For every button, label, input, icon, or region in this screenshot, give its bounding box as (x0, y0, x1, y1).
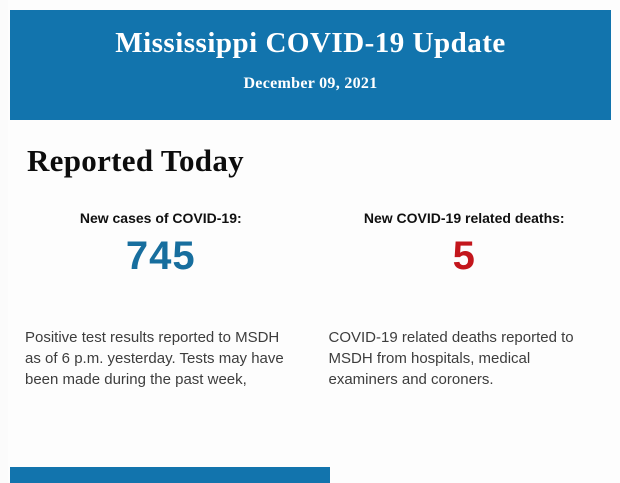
left-edge-shade (0, 0, 8, 483)
next-section-partial-bar (10, 467, 330, 483)
stat-column-new-deaths: New COVID-19 related deaths: 5 COVID-19 … (329, 210, 601, 390)
new-deaths-value: 5 (452, 234, 476, 278)
new-cases-value: 745 (125, 234, 196, 278)
header-banner: Mississippi COVID-19 Update December 09,… (10, 10, 611, 120)
report-date: December 09, 2021 (243, 75, 378, 92)
section-title: Reported Today (27, 143, 244, 178)
stats-grid: New cases of COVID-19: 745 Positive test… (25, 210, 600, 390)
page-title: Mississippi COVID-19 Update (115, 27, 506, 59)
new-deaths-label: New COVID-19 related deaths: (363, 210, 565, 226)
new-cases-description: Positive test results reported to MSDH a… (25, 329, 284, 388)
new-cases-label: New cases of COVID-19: (79, 210, 242, 226)
stat-column-new-cases: New cases of COVID-19: 745 Positive test… (25, 210, 297, 390)
new-deaths-description: COVID-19 related deaths reported to MSDH… (328, 329, 574, 388)
